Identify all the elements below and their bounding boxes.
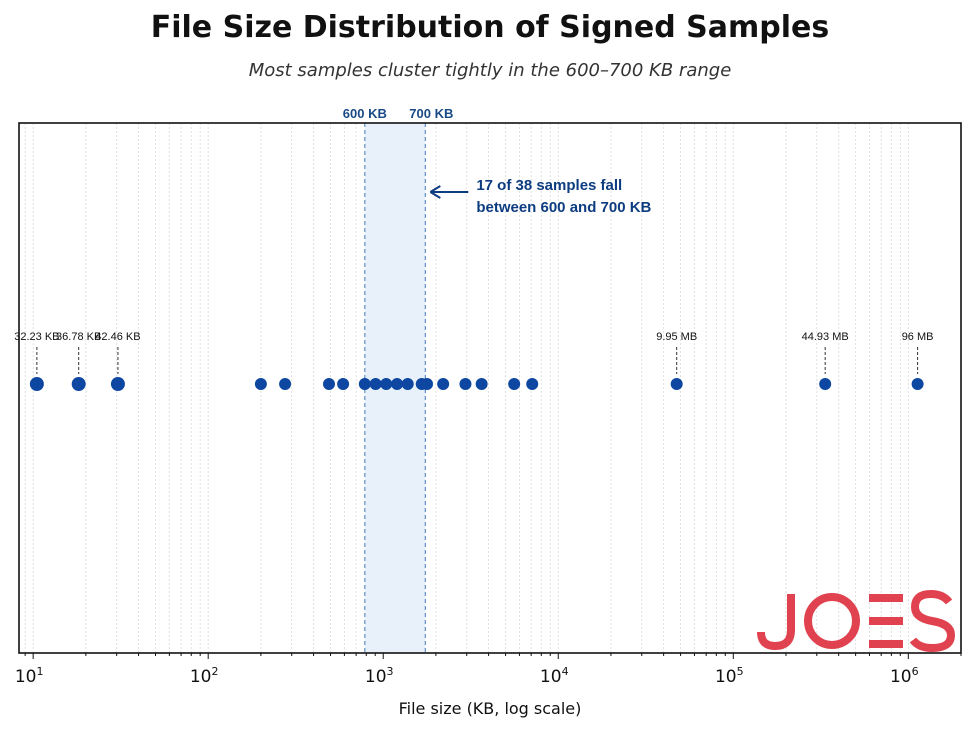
data-point <box>475 378 488 390</box>
data-point <box>29 377 44 391</box>
point-value-label: 9.95 MB <box>656 331 697 343</box>
point-value-label: 44.93 MB <box>802 331 849 343</box>
x-tick-label: 105 <box>715 665 744 687</box>
annotation-arrowhead <box>429 185 441 199</box>
point-value-label: 96 MB <box>902 331 934 343</box>
data-point <box>71 377 86 391</box>
chart-subtitle: Most samples cluster tightly in the 600–… <box>248 60 732 81</box>
band-lower-label: 600 KB <box>343 106 387 121</box>
data-point <box>110 377 125 391</box>
annotation-text-line: 17 of 38 samples fall <box>476 177 622 194</box>
data-point <box>337 378 350 390</box>
plot-frame <box>18 122 962 654</box>
data-point <box>254 378 267 390</box>
data-point <box>911 378 924 390</box>
x-tick-label: 106 <box>890 665 919 687</box>
x-tick-label: 103 <box>365 665 394 687</box>
joes-watermark-logo <box>757 590 956 652</box>
data-point <box>508 378 521 390</box>
chart-title: File Size Distribution of Signed Samples <box>150 10 830 45</box>
x-axis-label: File size (KB, log scale) <box>399 699 582 718</box>
x-tick-label: 102 <box>190 665 219 687</box>
data-point <box>380 378 393 390</box>
band-upper-label: 700 KB <box>409 106 453 121</box>
data-point <box>358 378 371 390</box>
x-tick-label: 101 <box>15 665 44 687</box>
data-point <box>322 378 335 390</box>
x-tick-label: 104 <box>540 665 569 687</box>
data-point <box>421 378 434 390</box>
data-point <box>369 378 382 390</box>
data-point <box>670 378 683 390</box>
point-value-label: 42.46 KB <box>95 331 140 343</box>
point-value-label: 32.23 KB <box>14 331 59 343</box>
data-point <box>437 378 450 390</box>
annotation-text-line: between 600 and 700 KB <box>476 199 651 216</box>
data-point <box>391 378 404 390</box>
data-point <box>459 378 472 390</box>
data-point <box>526 378 539 390</box>
data-point <box>279 378 292 390</box>
point-value-label: 36.78 KB <box>56 331 101 343</box>
data-point <box>819 378 832 390</box>
data-point <box>401 378 414 390</box>
